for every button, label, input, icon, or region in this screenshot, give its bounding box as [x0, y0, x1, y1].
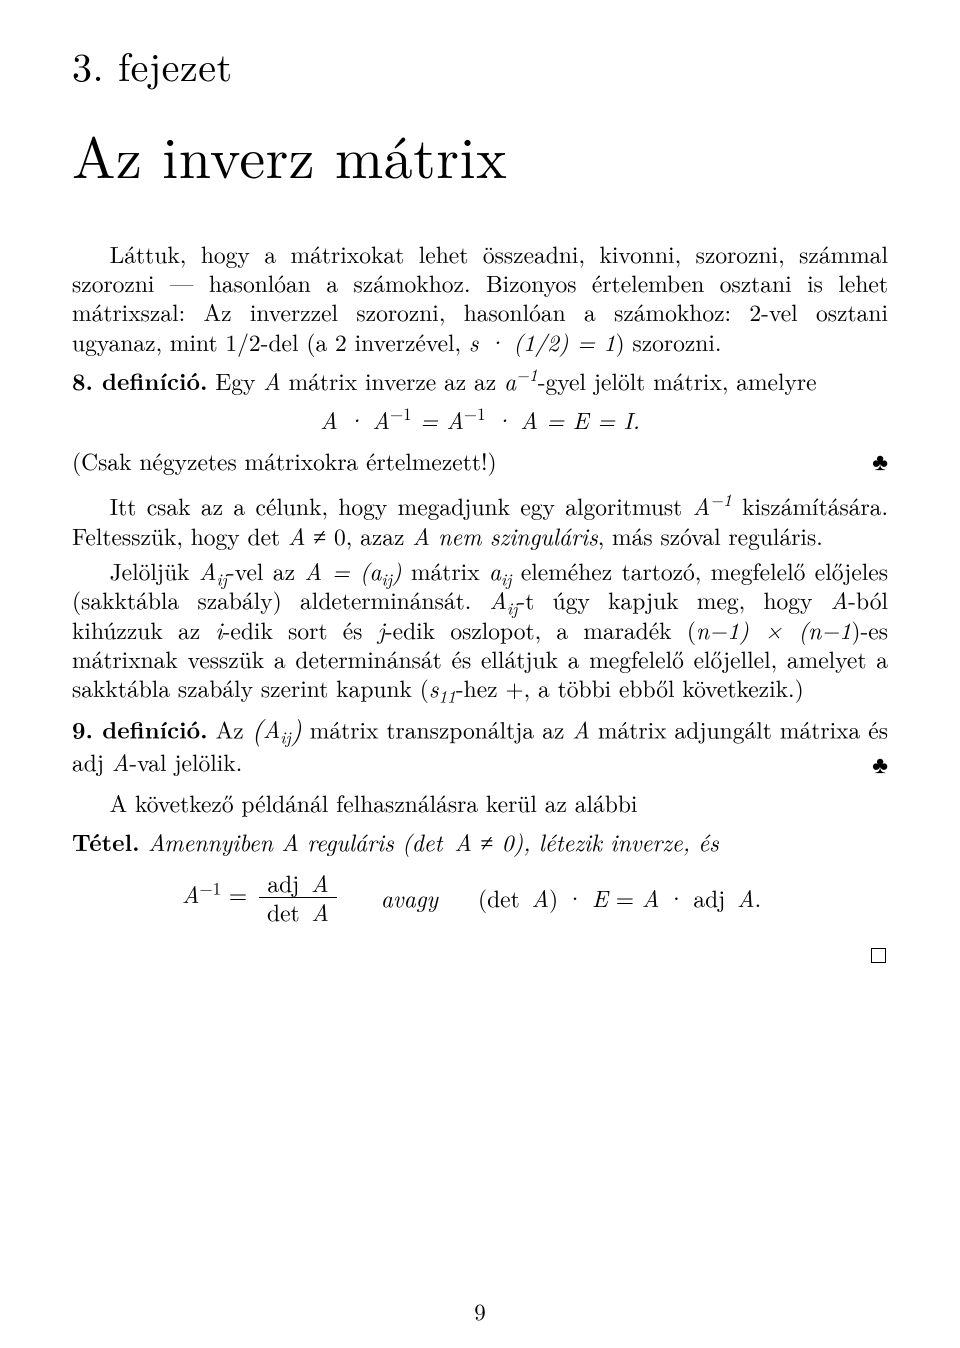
theorem: Tétel. Amennyiben A reguláris (det A ≠ 0…: [72, 827, 888, 856]
p3-aij: aij: [489, 554, 511, 587]
eq-avagy: avagy: [381, 883, 438, 912]
thm-b: det A ≠ 0: [412, 825, 514, 858]
def8-text-a: Egy: [207, 364, 263, 397]
eq-fraction: adj A det A: [259, 871, 337, 925]
thm-head: Tétel.: [72, 824, 140, 858]
p3-Aeq: A = (aij): [304, 554, 401, 587]
p2-c: ≠ 0, azaz: [305, 519, 412, 552]
intro-inline-math: s · (1/2) = 1: [469, 325, 616, 358]
chapter-number: 3. fejezet: [72, 40, 888, 90]
page-number: 9: [72, 1297, 888, 1326]
eq-frac-den: det A: [259, 898, 337, 925]
p3-h: -edik oszlopot, a maradék (: [385, 613, 696, 646]
p3-Aij2: Aij: [490, 583, 518, 616]
def8-close-text: (Csak négyzetes mátrixokra értelmezett!): [72, 446, 866, 475]
p2-d: , más szóval reguláris.: [598, 519, 823, 552]
definition-9-block: 9. definíció. Az (Aij) mátrix transzponá…: [72, 713, 888, 778]
paragraph-adjugate: Jelöljük Aij-vel az A = (aij) mátrix aij…: [72, 556, 888, 703]
p3-b: -vel az: [227, 554, 305, 587]
def8-text-b: mátrix inverze az az: [281, 364, 504, 397]
def9-A: A: [572, 712, 589, 745]
intro-paragraph: Láttuk, hogy a mátrixokat lehet összeadn…: [72, 239, 888, 357]
qed-row: [72, 939, 888, 968]
definition-8: 8. definíció. Egy A mátrix inverze az az…: [72, 366, 888, 395]
def8-A: A: [263, 364, 280, 397]
eq-frac-num: adj A: [259, 871, 337, 899]
def8-a-inv: a−1: [504, 364, 538, 397]
p2-A: A: [288, 519, 305, 552]
def9-d: -val jelölik.: [129, 745, 242, 778]
eq-rhs: (det A) · E = A · adj A.: [478, 883, 761, 912]
club-icon: ♣: [866, 445, 888, 475]
p3-Aij: Aij: [199, 554, 227, 587]
p3-j2: -hez +, a többi ebből következik.): [456, 671, 804, 704]
def8-text-c: -gyel jelölt mátrix, amelyre: [538, 364, 817, 397]
def8-head: 8. definíció.: [72, 363, 207, 397]
thm-a: Amennyiben A reguláris (: [140, 825, 412, 858]
p3-a: Jelöljük: [110, 554, 199, 587]
def8-eq-text: A · A−1 = A−1 · A = E = I.: [320, 403, 640, 436]
p3-c: mátrix: [402, 554, 489, 587]
p2-Ainv: A−1: [693, 489, 732, 522]
p3-j: j: [378, 613, 385, 646]
club-icon-2: ♣: [866, 748, 888, 778]
def8-close-row: (Csak négyzetes mátrixokra értelmezett!)…: [72, 445, 888, 481]
p3-s11: s11: [429, 671, 456, 704]
thm-body: Amennyiben A reguláris (det A ≠ 0), léte…: [140, 825, 719, 858]
paragraph-goal: Itt csak az a célunk, hogy megadjunk egy…: [72, 491, 888, 550]
def8-display-eq: A · A−1 = A−1 · A = E = I.: [72, 405, 888, 434]
p3-i: i: [215, 613, 222, 646]
thm-c: ), létezik inverze, és: [514, 825, 719, 858]
p3-g: -edik sort és: [223, 613, 378, 646]
p2-a: Itt csak az a célunk, hogy megadjunk egy…: [110, 489, 693, 522]
def9-A2: A: [112, 745, 129, 778]
def9-a: Az: [208, 712, 252, 745]
p3-e: -t úgy kapjuk meg, hogy: [517, 583, 830, 616]
def9-b: mátrix transzponáltja az: [302, 712, 573, 745]
def9-head: 9. definíció.: [72, 711, 208, 745]
p2-em: A nem szinguláris: [412, 519, 597, 552]
p3-A2: A: [831, 583, 848, 616]
lead-in-paragraph: A következő példánál felhasználásra kerü…: [72, 788, 888, 817]
qed-icon: [871, 948, 886, 963]
eq-lhs: A−1 = adj A det A: [182, 871, 341, 925]
chapter-title: Az inverz mátrix: [72, 118, 888, 191]
theorem-display-eq: A−1 = adj A det A avagy (det A) · E = A …: [182, 871, 888, 925]
page: 3. fejezet Az inverz mátrix Láttuk, hogy…: [72, 40, 888, 1348]
intro-text-b: ) szorozni.: [616, 325, 722, 358]
def9-Aij-par: (Aij): [252, 712, 302, 745]
p3-nminus1: n−1) × (n−1: [696, 613, 851, 646]
